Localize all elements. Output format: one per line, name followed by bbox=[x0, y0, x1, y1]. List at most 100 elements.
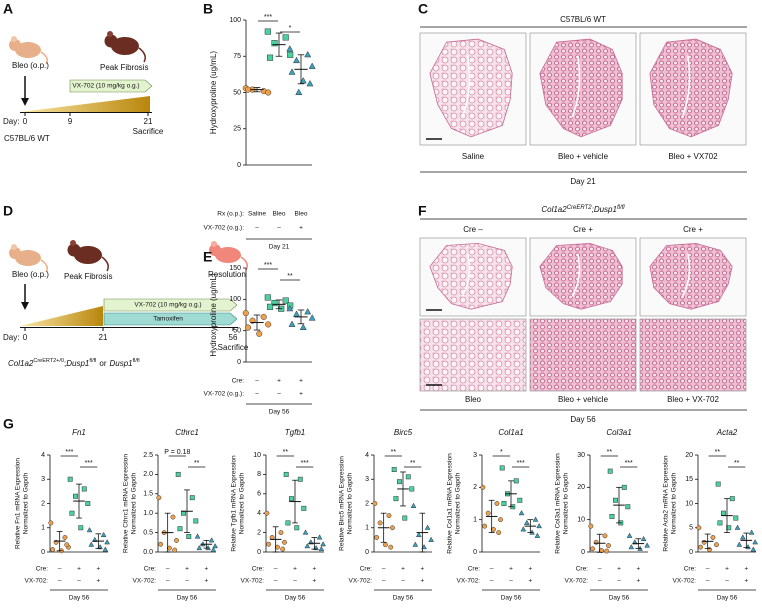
data-point bbox=[64, 542, 70, 548]
y-tick-label: 3 bbox=[473, 452, 477, 459]
y-tick-label: 2 bbox=[257, 529, 261, 536]
data-point bbox=[644, 542, 650, 548]
data-point bbox=[91, 536, 98, 542]
panel-c: C C57BL/6 WT Day 21 Saline Bleo + vehicle… bbox=[418, 1, 747, 186]
row-value: + bbox=[725, 566, 729, 573]
separator: ; bbox=[64, 359, 66, 368]
y-tick-label: 0 bbox=[365, 549, 369, 556]
y-axis-label: Normalized to Gapdh bbox=[347, 472, 354, 534]
row-value: – bbox=[274, 578, 278, 585]
y-tick-label: 4 bbox=[257, 510, 261, 517]
chart-title: Birc5 bbox=[394, 428, 413, 437]
data-point bbox=[752, 539, 758, 545]
significance-label: ** bbox=[287, 273, 293, 280]
data-point bbox=[501, 501, 507, 506]
data-point bbox=[710, 535, 716, 540]
gene: Col1a2 bbox=[8, 359, 34, 368]
data-point bbox=[520, 526, 527, 532]
row-value: – bbox=[598, 578, 602, 585]
panel-letter: F bbox=[418, 203, 427, 219]
y-tick-label: 3 bbox=[365, 476, 369, 483]
data-point bbox=[588, 523, 594, 529]
y-axis-label: Relative Acta2 mRNA Expression bbox=[663, 455, 670, 551]
data-point bbox=[490, 526, 496, 532]
mouse-icon bbox=[9, 36, 48, 65]
data-point bbox=[265, 89, 272, 96]
row-value: – bbox=[617, 578, 621, 585]
image-label: Bleo + VX702 bbox=[668, 152, 718, 161]
row-value: + bbox=[299, 378, 303, 385]
data-point bbox=[282, 297, 289, 304]
data-point bbox=[409, 486, 415, 492]
significance-label: ** bbox=[410, 460, 416, 467]
data-point bbox=[621, 484, 627, 490]
data-point bbox=[280, 546, 286, 552]
data-point bbox=[402, 515, 408, 521]
allele: fl/fl bbox=[617, 205, 625, 211]
row-value: – bbox=[401, 578, 405, 585]
data-point bbox=[701, 539, 707, 545]
genotype: Col1a2CreERT2+/0;Dusp1fl/fl or Dusp1fl/fl bbox=[8, 358, 140, 368]
row-label: Cre: bbox=[232, 378, 244, 385]
y-tick-label: 4 bbox=[365, 452, 369, 459]
chart-footer: Day 56 bbox=[717, 595, 738, 602]
y-tick-label: 1.5 bbox=[143, 491, 153, 498]
label: 0 bbox=[23, 117, 28, 126]
panel-f: F Col1a2CreERT2;Dusp1fl/fl Day 56 Bleo Bl… bbox=[418, 203, 747, 424]
panel-letter: E bbox=[203, 249, 212, 265]
label: VX-702 (10 mg/kg o.g.) bbox=[134, 302, 201, 309]
y-tick-label: 0 bbox=[689, 549, 693, 556]
row-value: + bbox=[185, 566, 189, 573]
data-point bbox=[264, 510, 270, 516]
data-point bbox=[498, 517, 503, 523]
row-value: – bbox=[274, 566, 278, 573]
significance-label: * bbox=[500, 449, 503, 456]
y-axis-label: Relative Fn1 mRNA Expression bbox=[15, 458, 22, 549]
y-tick-label: 30 bbox=[577, 452, 585, 459]
airway bbox=[571, 55, 581, 118]
data-point bbox=[499, 465, 505, 471]
airway bbox=[461, 55, 471, 118]
data-point bbox=[104, 539, 110, 545]
y-tick-label: 0.0 bbox=[143, 549, 153, 556]
row-value: – bbox=[706, 566, 710, 573]
y-tick-label: 2 bbox=[365, 500, 369, 507]
row-label: Cre: bbox=[576, 566, 588, 573]
y-tick-label: 0 bbox=[41, 549, 45, 556]
row-value: Saline bbox=[248, 211, 266, 218]
data-point bbox=[156, 495, 162, 501]
row-value: – bbox=[255, 391, 259, 398]
data-point bbox=[625, 504, 631, 510]
data-point bbox=[212, 543, 218, 549]
data-point bbox=[613, 497, 618, 503]
image-label: Bleo + vehicle bbox=[558, 395, 609, 404]
row-value: + bbox=[96, 566, 100, 573]
data-point bbox=[604, 548, 610, 554]
label: Day: bbox=[3, 117, 19, 126]
data-point bbox=[726, 525, 732, 531]
row-label: Cre: bbox=[252, 566, 264, 573]
data-point bbox=[271, 40, 278, 47]
row-value: – bbox=[277, 391, 281, 398]
data-point bbox=[186, 534, 192, 539]
mouse-icon bbox=[67, 240, 109, 272]
data-point bbox=[88, 541, 95, 547]
data-point bbox=[266, 541, 272, 547]
lung-section bbox=[649, 242, 733, 310]
row-value: – bbox=[382, 566, 386, 573]
row-value: + bbox=[401, 566, 405, 573]
significance-label: *** bbox=[85, 460, 93, 467]
y-tick-label: 75 bbox=[233, 53, 241, 60]
data-point bbox=[308, 62, 316, 69]
y-tick-label: 0 bbox=[581, 549, 585, 556]
label: Peak Fibrosis bbox=[64, 272, 112, 281]
data-point bbox=[382, 542, 388, 548]
data-point bbox=[494, 501, 500, 506]
data-point bbox=[609, 513, 615, 519]
row-value: + bbox=[277, 378, 281, 385]
data-point bbox=[640, 535, 647, 542]
data-point bbox=[264, 28, 271, 35]
row-value: + bbox=[636, 566, 640, 573]
row-label: VX-702: bbox=[457, 578, 481, 585]
label: Resolution bbox=[208, 270, 246, 279]
